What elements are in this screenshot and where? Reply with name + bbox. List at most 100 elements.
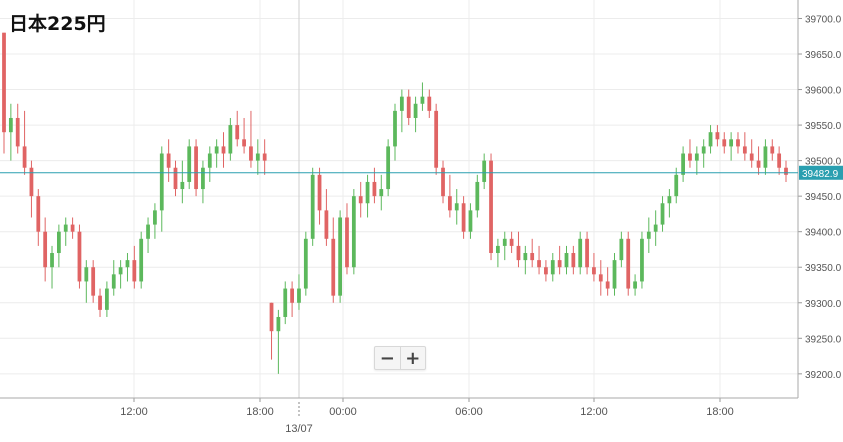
candle [63,217,68,246]
candle-body [173,167,178,190]
candle-body [523,253,528,261]
candle-body [207,153,212,168]
candle-body [214,146,219,154]
candle-body [91,267,96,296]
candle-body [324,210,329,239]
x-tick-label: 18:00 [246,406,274,418]
candle [105,281,109,317]
candle [269,302,274,360]
candle-body [153,210,157,225]
y-tick-label: 39550.0 [805,121,842,132]
candle [77,224,82,289]
candle-body [303,238,308,289]
candle-body [43,231,48,268]
candle-body [749,153,754,161]
candle-body [386,146,391,190]
candle-body [406,96,411,118]
candle [310,167,315,246]
candle [413,96,418,133]
candle-body [111,274,116,289]
candle-body [482,160,487,182]
candle-body [475,181,480,211]
candle [187,139,192,190]
candle-body [605,281,610,289]
candle-body [653,224,658,232]
candle-body [180,181,185,190]
candle-body [413,103,418,118]
candle [166,139,171,182]
candle-body [15,117,20,147]
candle [722,132,727,154]
candle [365,174,370,218]
y-tick-label: 39300.0 [805,299,842,310]
candle-body [159,153,164,211]
candle [557,245,562,275]
y-tick-label: 39350.0 [805,263,842,274]
candle [633,274,637,296]
zoom-in-button[interactable]: + [399,347,426,369]
candle-body [592,267,596,275]
candle [660,196,665,232]
candle-body [537,260,541,268]
candle [770,139,775,161]
candle-body [317,174,322,211]
candle-body [619,238,624,261]
candle-body [544,267,548,275]
candle-body [784,167,788,175]
candle [228,117,233,161]
candle [98,288,102,317]
candle-body [626,238,631,289]
candle-body [633,281,637,289]
candle [125,253,130,282]
candles [2,32,788,374]
candle-body [63,224,68,232]
candle [386,139,391,197]
candle-body [331,238,336,296]
candle-body [585,238,589,268]
candle-body [496,245,500,254]
zoom-out-button[interactable]: − [379,347,395,369]
candle-body [146,224,150,239]
candle [681,146,685,182]
candle-body [132,260,137,282]
candle [523,245,528,275]
candle [317,167,322,225]
candle [249,110,253,168]
y-tick-label: 39600.0 [805,86,842,97]
date-label: 13/07 [285,423,313,435]
candle [221,132,226,168]
candle-body [358,196,363,204]
candle [399,89,404,133]
candle-body [2,32,6,133]
candle-body [70,224,75,232]
candle-body [612,260,617,289]
candle-body [345,217,349,268]
candle-body [255,153,260,161]
candle-body [105,288,109,310]
candle-body [297,288,301,303]
candle-body [29,167,34,197]
candle [2,32,6,154]
candle-body [694,153,699,161]
candle-body [701,146,706,154]
x-tick-label: 12:00 [120,406,148,418]
x-tick-label: 00:00 [329,406,357,418]
candle-body [283,288,288,317]
candle [544,260,548,282]
candle [235,110,240,147]
candle-body [447,196,452,211]
candle-body [681,153,685,175]
candle [338,210,343,303]
candle-body [187,146,192,182]
candle [777,146,782,175]
candle-body [290,288,294,303]
current-price-box [799,165,843,180]
candle [701,139,706,168]
candle-body [8,117,13,133]
candle [598,260,603,296]
candle-body [77,231,82,282]
candle-body [262,153,267,161]
candle [22,110,27,175]
candle [36,189,41,246]
candle-body [660,203,665,225]
